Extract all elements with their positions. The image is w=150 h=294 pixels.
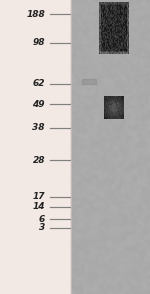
Text: 3: 3: [39, 223, 45, 232]
Text: 6: 6: [39, 215, 45, 223]
Bar: [70, 0, 150, 294]
Text: 14: 14: [33, 202, 45, 211]
Text: 17: 17: [33, 193, 45, 201]
Text: 28: 28: [33, 156, 45, 165]
Bar: [82, 79, 96, 84]
Text: 98: 98: [33, 38, 45, 47]
Text: 62: 62: [33, 79, 45, 88]
Text: 49: 49: [33, 100, 45, 109]
Text: 188: 188: [26, 10, 45, 19]
Text: 38: 38: [33, 123, 45, 132]
Bar: [0, 0, 70, 294]
